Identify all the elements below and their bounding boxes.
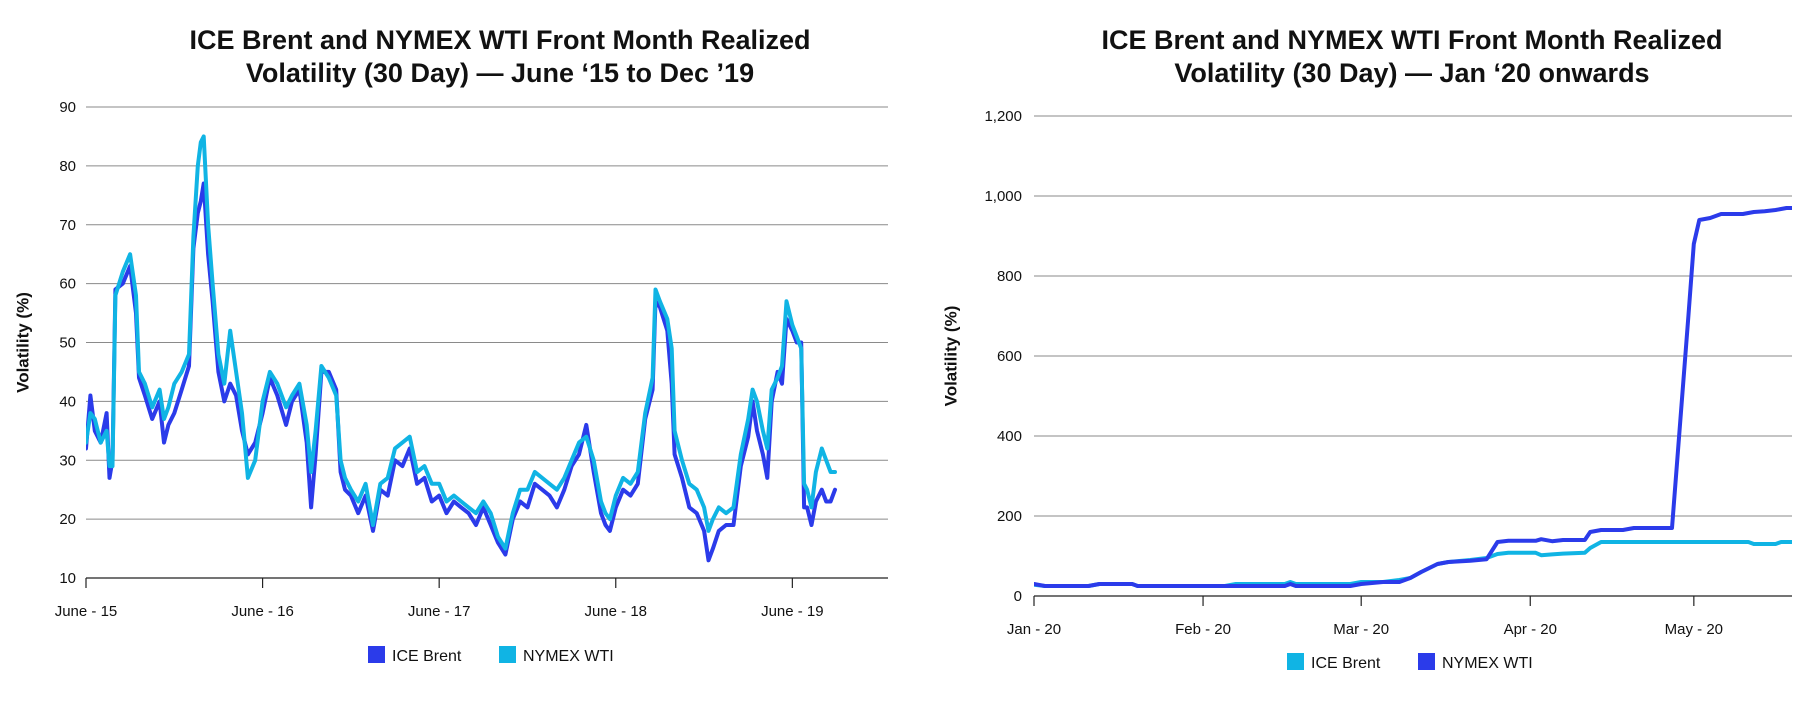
legend-label: ICE Brent (392, 648, 462, 665)
chart-2: ICE Brent and NYMEX WTI Front Month Real… (941, 25, 1792, 672)
legend-label: ICE Brent (1311, 655, 1381, 672)
legend-swatch (1287, 653, 1304, 670)
y-tick-label: 40 (59, 393, 76, 410)
legend-swatch (1418, 653, 1435, 670)
y-tick-label: 800 (997, 268, 1022, 285)
chart-title-line: ICE Brent and NYMEX WTI Front Month Real… (190, 25, 811, 55)
series-line-nymex-wti (86, 134, 837, 551)
x-tick-label: June - 19 (761, 603, 824, 620)
y-tick-label: 30 (59, 452, 76, 469)
legend: ICE Brent NYMEX WTI (1287, 653, 1533, 672)
y-tick-label: 0 (1014, 588, 1022, 605)
legend-label: NYMEX WTI (523, 648, 614, 665)
x-tick-label: Feb - 20 (1175, 621, 1231, 638)
series-line-ice-brent (86, 181, 837, 563)
y-tick-label: 90 (59, 99, 76, 116)
x-tick-label: June - 17 (408, 603, 471, 620)
y-axis-label: Volatility (%) (941, 306, 960, 407)
y-tick-label: 1,200 (984, 108, 1022, 125)
chart-title-line: ICE Brent and NYMEX WTI Front Month Real… (1102, 25, 1723, 55)
x-tick-label: June - 15 (55, 603, 118, 620)
y-tick-label: 70 (59, 217, 76, 234)
series-line-ice-brent (1034, 540, 1792, 588)
y-tick-label: 10 (59, 570, 76, 587)
y-axis-label: Volatility (%) (13, 292, 32, 393)
legend-label: NYMEX WTI (1442, 655, 1533, 672)
x-tick-label: June - 18 (584, 603, 647, 620)
series-line-nymex-wti (1034, 206, 1792, 588)
x-tick-label: June - 16 (231, 603, 294, 620)
x-tick-label: Apr - 20 (1504, 621, 1557, 638)
y-tick-label: 1,000 (984, 188, 1022, 205)
legend: ICE Brent NYMEX WTI (368, 646, 614, 665)
y-tick-label: 400 (997, 428, 1022, 445)
legend-swatch (368, 646, 385, 663)
chart-title-line: Volatility (30 Day) — Jan ‘20 onwards (1174, 58, 1649, 88)
y-tick-label: 80 (59, 158, 76, 175)
y-tick-label: 600 (997, 348, 1022, 365)
y-tick-label: 60 (59, 276, 76, 293)
x-tick-label: Mar - 20 (1333, 621, 1389, 638)
legend-swatch (499, 646, 516, 663)
x-tick-label: Jan - 20 (1007, 621, 1061, 638)
chart-title-line: Volatility (30 Day) — June ‘15 to Dec ’1… (246, 58, 754, 88)
x-tick-label: May - 20 (1665, 621, 1723, 638)
chart-1: ICE Brent and NYMEX WTI Front Month Real… (13, 25, 888, 665)
y-tick-label: 20 (59, 511, 76, 528)
y-tick-label: 50 (59, 335, 76, 352)
y-tick-label: 200 (997, 508, 1022, 525)
